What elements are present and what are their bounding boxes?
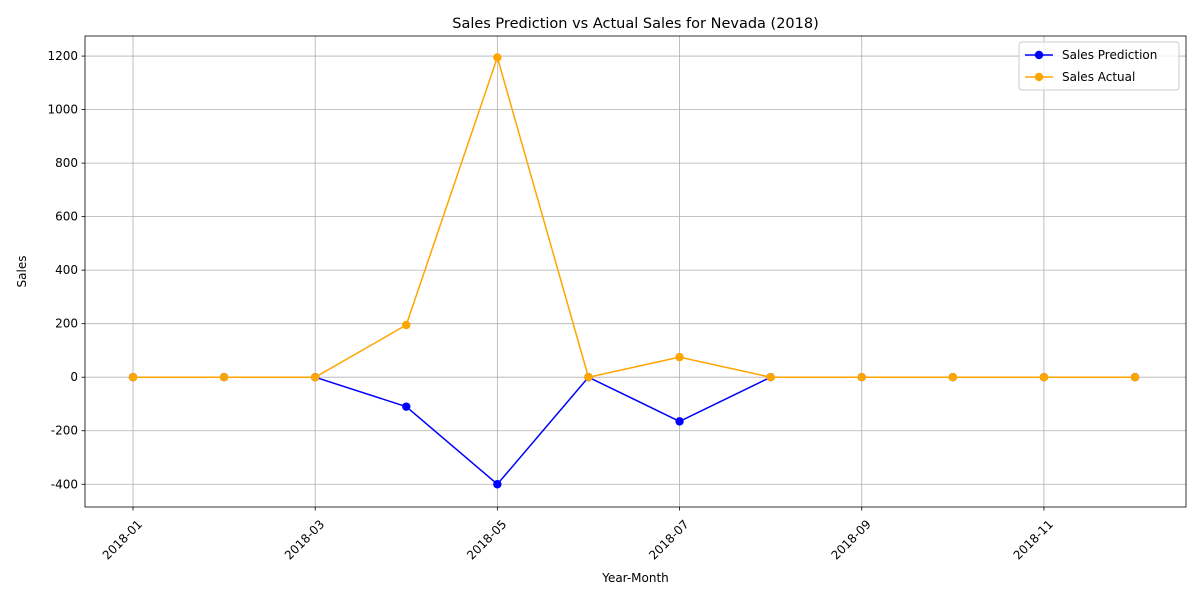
data-point — [402, 320, 411, 330]
y-tick-label: 200 — [55, 317, 78, 331]
y-tick-label: 1000 — [47, 103, 78, 117]
data-point — [402, 402, 411, 411]
legend-label: Sales Prediction — [1062, 48, 1157, 62]
y-tick-label: 400 — [55, 263, 78, 277]
data-point — [857, 373, 866, 382]
chart-title: Sales Prediction vs Actual Sales for Nev… — [452, 16, 819, 32]
y-tick-label: -200 — [51, 424, 78, 438]
data-point — [1039, 373, 1049, 382]
y-tick-label: 1200 — [47, 49, 78, 63]
series-layer — [128, 53, 1140, 489]
data-point — [584, 373, 593, 382]
data-point — [219, 373, 229, 382]
legend-marker — [1034, 50, 1044, 60]
y-tick-label: 800 — [55, 156, 78, 170]
legend: Sales Prediction Sales Actual — [1018, 41, 1180, 91]
y-tick-label: 0 — [70, 370, 78, 384]
legend-item: Sales Actual — [1025, 70, 1135, 84]
y-tick-label: 600 — [55, 210, 78, 224]
legend-box — [1018, 41, 1180, 91]
data-point — [675, 352, 684, 362]
y-tick-label: -400 — [51, 477, 78, 491]
data-point — [493, 53, 502, 62]
data-point — [948, 373, 958, 382]
x-axis-label: Year-Month — [601, 571, 669, 585]
data-point — [675, 417, 684, 426]
data-point — [128, 373, 138, 382]
legend-marker — [1034, 72, 1044, 82]
y-axis-label: Sales — [15, 256, 29, 288]
data-point — [766, 373, 775, 382]
data-point — [493, 480, 502, 489]
legend-label: Sales Actual — [1062, 70, 1135, 84]
plot-frame — [84, 35, 1187, 508]
data-point — [310, 373, 320, 382]
series-sales-actual — [128, 53, 1140, 382]
data-point — [1130, 373, 1140, 382]
series-line — [133, 54, 1135, 379]
legend-item: Sales Prediction — [1025, 48, 1157, 62]
